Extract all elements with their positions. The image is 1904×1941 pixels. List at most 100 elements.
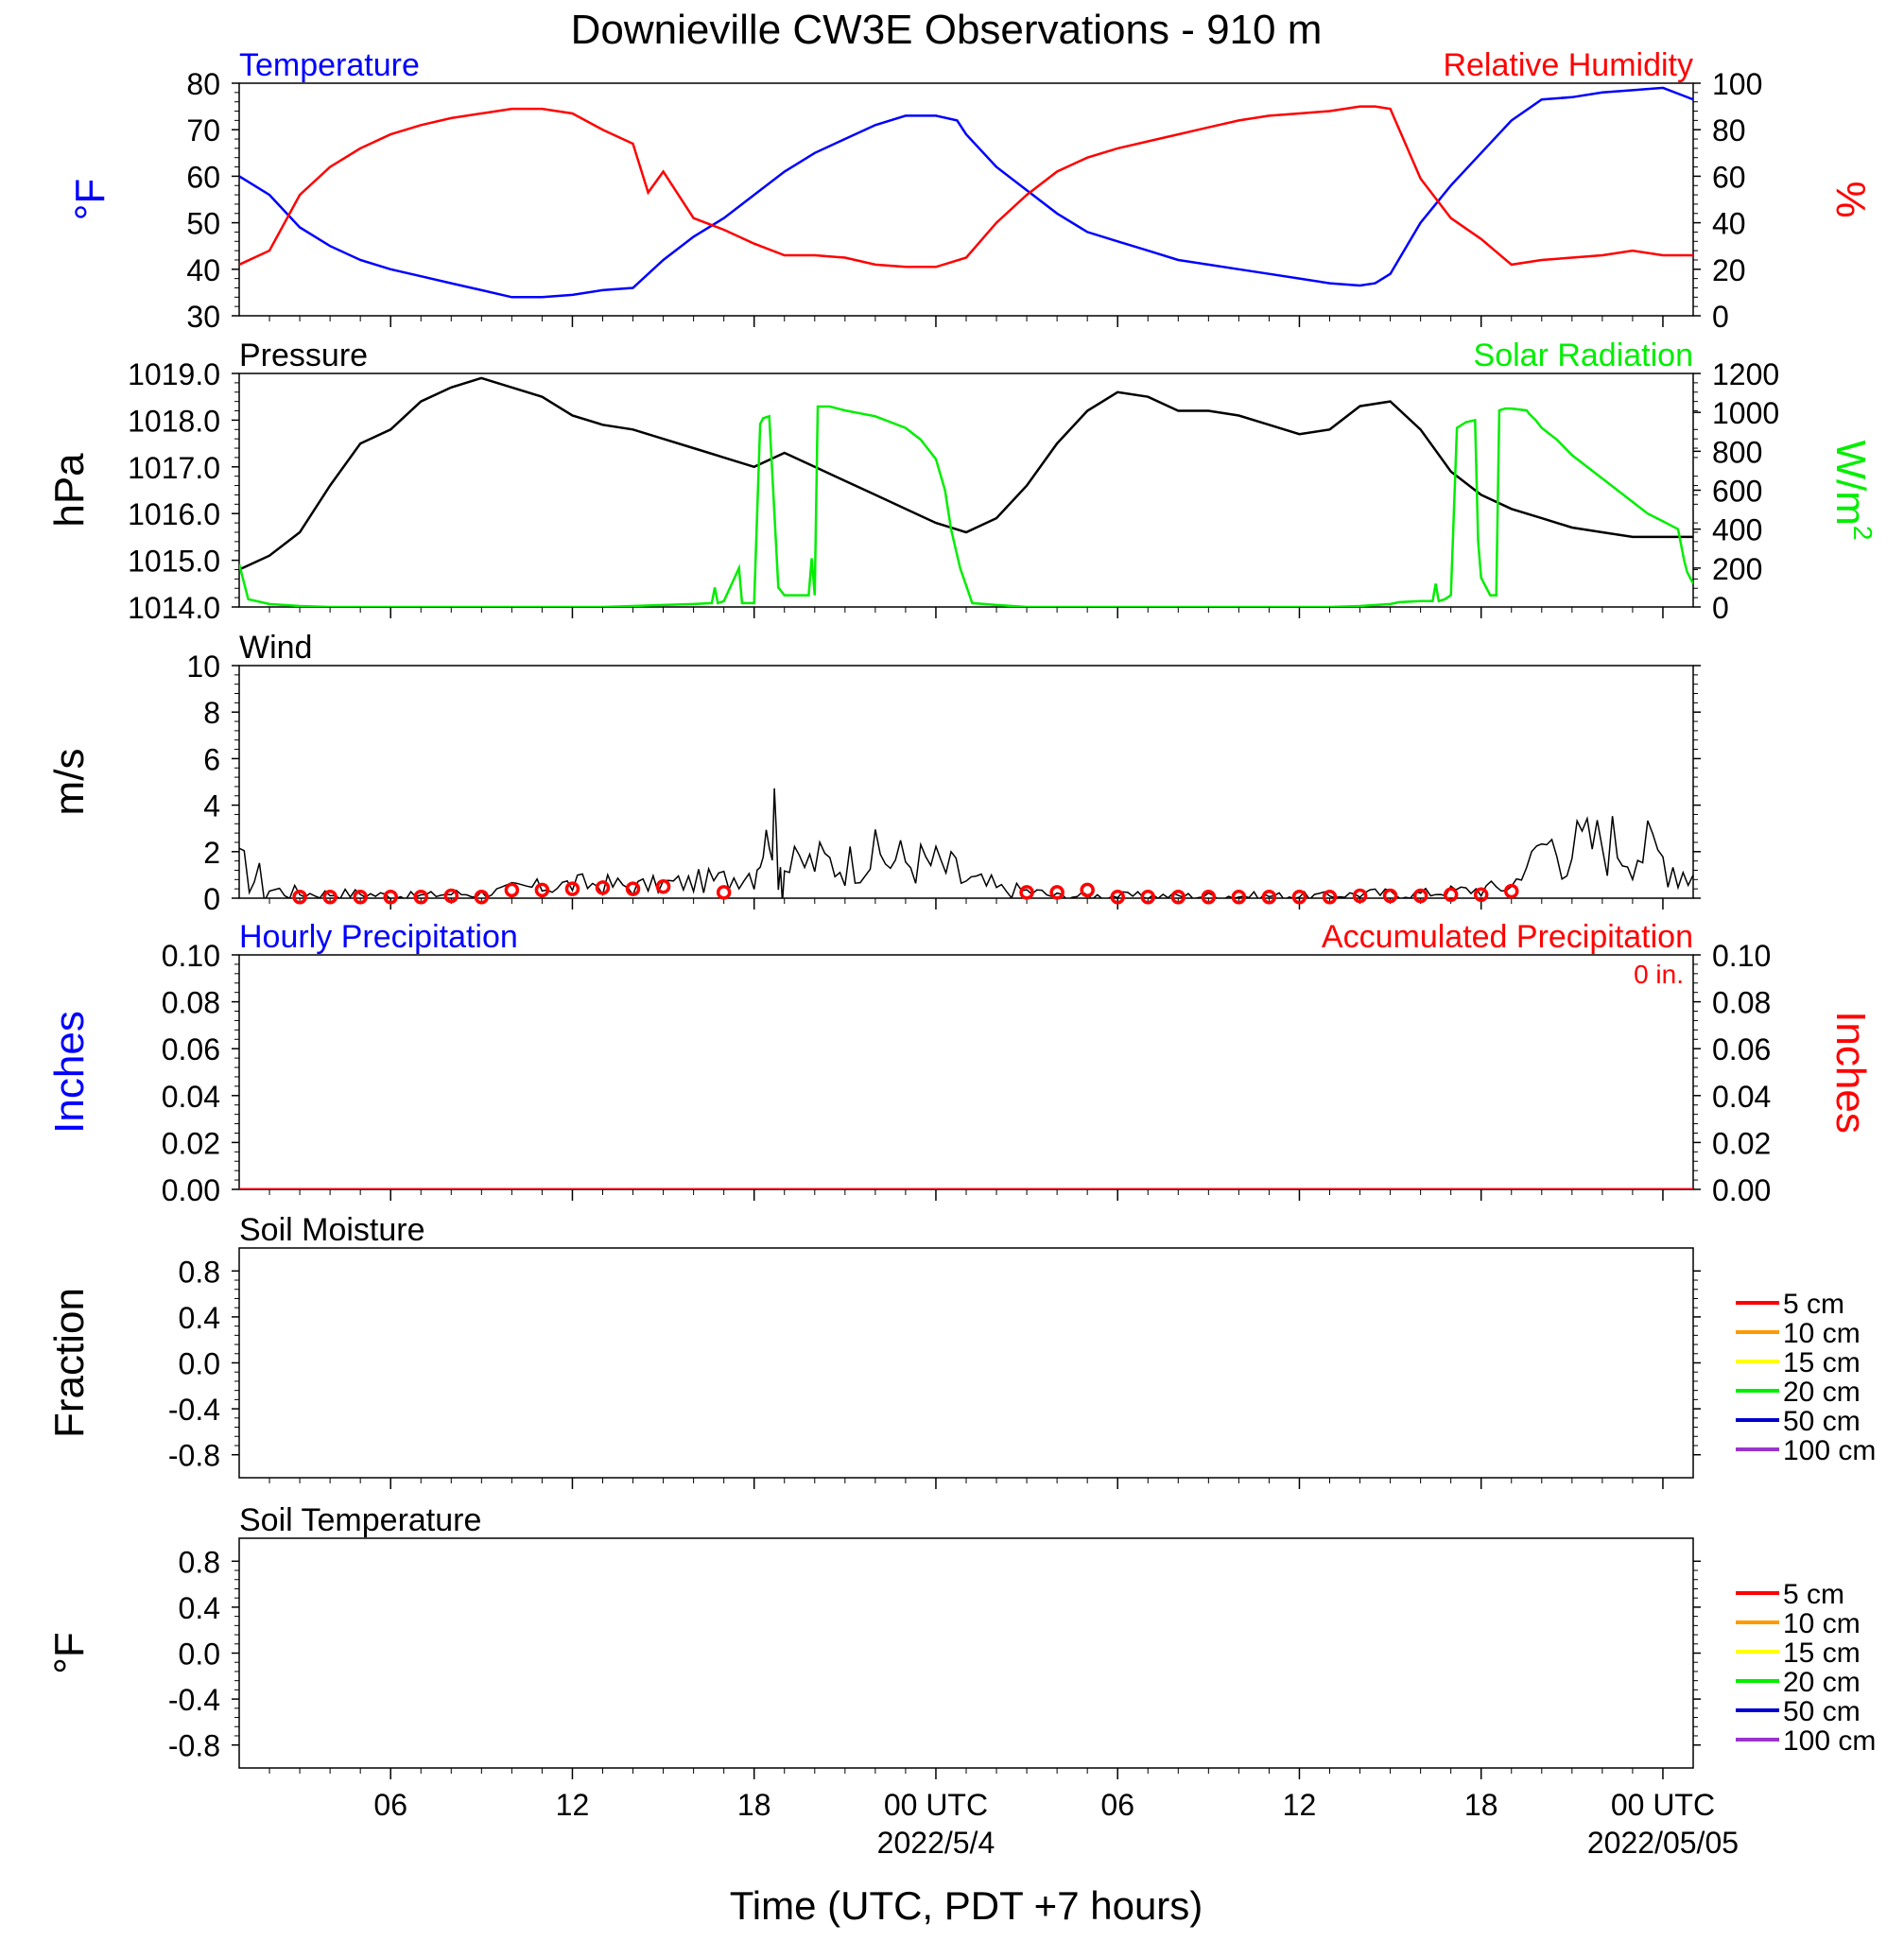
y-tick-label: -0.4 <box>168 1393 220 1427</box>
panel-title-right: Accumulated Precipitation <box>1322 919 1693 955</box>
wind-mean-marker <box>716 885 732 900</box>
y-tick-label: 1018.0 <box>128 404 220 438</box>
wind-mean-marker <box>1322 890 1338 905</box>
y-tick-label: 6 <box>203 742 220 776</box>
y-axis-label-right: % <box>1827 181 1874 217</box>
panel-soil-moisture: -0.8 -0.4 0.0 0.4 0.8 Soil Moisture Fraction 5 … <box>46 1212 1876 1489</box>
legend-label: 5 cm <box>1783 1289 1844 1320</box>
y-tick-label: 0.0 <box>179 1347 220 1381</box>
y-tick-label: 80 <box>186 67 220 101</box>
plot-frame <box>238 1537 1694 1769</box>
y-tick-label: 0.08 <box>162 986 220 1020</box>
x-tick-label: 12 <box>556 1788 590 1822</box>
wind-mean-marker <box>504 882 520 898</box>
wind-mean-marker <box>1019 885 1034 900</box>
wind-mean-marker <box>1261 890 1277 905</box>
wind-mean-marker <box>353 890 368 905</box>
x-tick-label: 18 <box>1464 1788 1498 1822</box>
y-tick-label: 2 <box>203 836 220 870</box>
wind-mean-marker <box>1231 890 1247 905</box>
y-tick-label: 1017.0 <box>128 451 220 485</box>
x-axis-label: Time (UTC, PDT +7 hours) <box>730 1883 1203 1928</box>
x-date-label: 2022/5/4 <box>877 1826 995 1860</box>
y-tick-label: 0.04 <box>162 1080 220 1114</box>
legend-label: 100 cm <box>1783 1435 1876 1466</box>
y-tick-label: 1014.0 <box>128 591 220 625</box>
panel-title-left: Pressure <box>239 338 368 373</box>
y-tick-label: 0.00 <box>162 1173 220 1207</box>
wind-mean-marker <box>474 890 490 905</box>
y-axis-label-right: Inches <box>1827 1011 1874 1134</box>
y2-tick-label: 0.04 <box>1712 1080 1771 1114</box>
panel-wind: 0 2 4 6 8 10 Wind m/s <box>46 630 1701 916</box>
chart-title: Downieville CW3E Observations - 910 m <box>571 7 1323 53</box>
wind-mean-marker <box>1291 890 1307 905</box>
y-tick-label: 0.8 <box>179 1545 220 1579</box>
wind-mean-marker <box>1443 887 1459 903</box>
panel-temperature-rh: 30 40 50 60 70 80 0 20 40 60 80 100 Temperature Relat… <box>67 47 1874 334</box>
y-tick-label: 0.10 <box>162 939 220 973</box>
y-tick-label: 0.02 <box>162 1126 220 1160</box>
wind-mean-marker <box>595 880 611 895</box>
y2-tick-label: 600 <box>1712 475 1762 509</box>
wind-mean-marker <box>1049 885 1065 900</box>
wind-mean-marker <box>1110 890 1125 905</box>
y-tick-label: 0.8 <box>179 1255 220 1289</box>
y-tick-label: 10 <box>186 650 220 684</box>
panel-title-right: Solar Radiation <box>1474 338 1693 373</box>
plot-frame <box>238 1247 1694 1479</box>
wind-mean-marker <box>1382 888 1398 904</box>
wind-mean-marker <box>443 888 459 904</box>
y-axis-label-left: Inches <box>46 1011 93 1134</box>
legend-label: 10 cm <box>1783 1608 1861 1639</box>
y-tick-label: -0.8 <box>168 1439 220 1473</box>
unit-superscript: 2 <box>1848 526 1878 541</box>
legend-label: 50 cm <box>1783 1696 1861 1727</box>
y-tick-label: 1015.0 <box>128 545 220 579</box>
y-tick-label: 8 <box>203 696 220 730</box>
y-tick-label: 0.4 <box>179 1301 220 1335</box>
legend-label: 10 cm <box>1783 1318 1861 1349</box>
legend-label: 5 cm <box>1783 1579 1844 1610</box>
wind-mean-marker <box>1473 887 1489 903</box>
panel-precipitation: 0.00 0.02 0.04 0.06 0.08 0.10 0.00 0.02 0.04 0.06… <box>46 919 1874 1207</box>
y2-tick-label: 200 <box>1712 552 1762 586</box>
legend-label: 50 cm <box>1783 1406 1861 1437</box>
y-axis-label-left: °F <box>67 179 113 220</box>
y2-tick-label: 800 <box>1712 435 1762 469</box>
y2-tick-label: 1200 <box>1712 357 1779 391</box>
wind-mean-marker <box>413 890 428 905</box>
y-tick-label: 60 <box>186 160 220 194</box>
wind-mean-marker <box>1412 888 1428 904</box>
y-tick-label: 30 <box>186 300 220 334</box>
wind-mean-marker <box>534 882 550 898</box>
y2-tick-label: 0.02 <box>1712 1126 1771 1160</box>
y2-tick-label: 0.06 <box>1712 1032 1771 1066</box>
x-tick-label: 06 <box>373 1788 407 1822</box>
y-axis-label-left: m/s <box>46 749 93 816</box>
plot-frame <box>238 954 1694 1190</box>
series-line <box>239 376 1693 571</box>
wind-mean-marker <box>1201 890 1217 905</box>
y2-tick-label: 40 <box>1712 207 1746 241</box>
x-tick-label: 06 <box>1100 1788 1134 1822</box>
y2-tick-label: 0 <box>1712 591 1729 625</box>
y2-tick-label: 80 <box>1712 113 1746 147</box>
y2-tick-label: 0.10 <box>1712 939 1771 973</box>
y-axis-label-left: °F <box>46 1632 93 1673</box>
plot-frame <box>238 665 1694 899</box>
accumulated-total: 0 in. <box>1634 960 1684 989</box>
wind-mean-marker <box>1170 890 1186 905</box>
y2-tick-label: 0.00 <box>1712 1173 1771 1207</box>
y2-tick-label: 0.08 <box>1712 986 1771 1020</box>
y-tick-label: 0.0 <box>179 1638 220 1672</box>
panel-title-right: Relative Humidity <box>1443 47 1693 83</box>
x-tick-label: 00 UTC <box>1611 1788 1715 1822</box>
y2-tick-label: 1000 <box>1712 396 1779 430</box>
y2-tick-label: 20 <box>1712 253 1746 287</box>
x-tick-label: 12 <box>1283 1788 1317 1822</box>
wind-mean-marker <box>1352 888 1368 904</box>
wind-mean-marker <box>564 881 580 896</box>
y-tick-label: 1016.0 <box>128 497 220 531</box>
